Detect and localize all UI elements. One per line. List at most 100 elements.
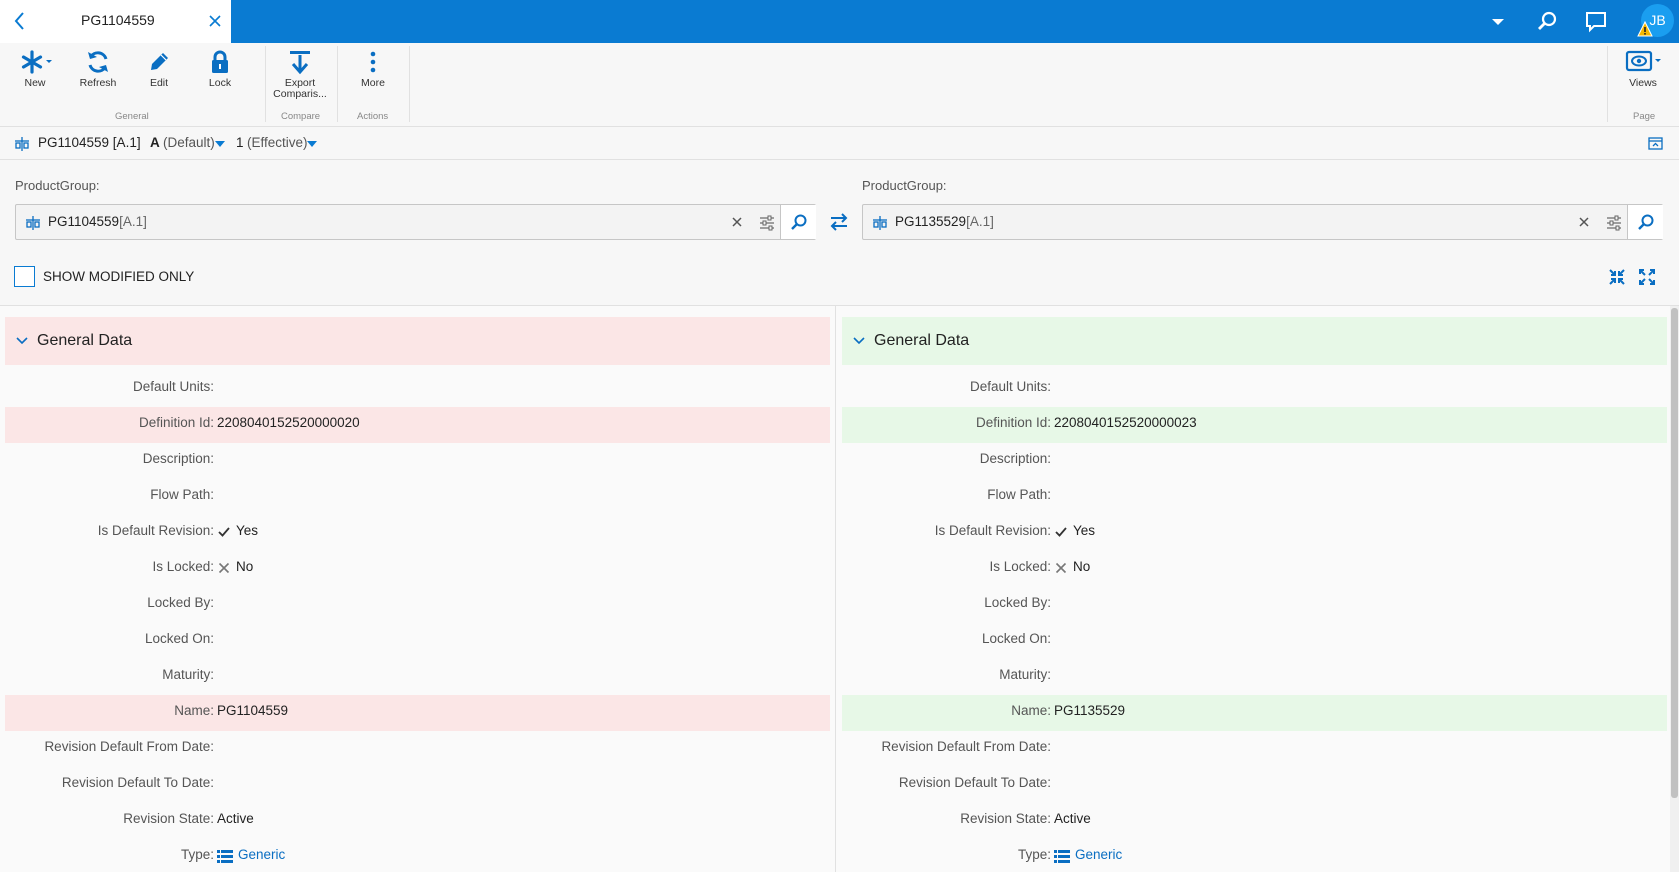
collapse-all-icon[interactable] xyxy=(1608,268,1626,286)
clear-icon[interactable] xyxy=(730,215,744,229)
list-type-icon xyxy=(1054,850,1070,863)
chevron-down-icon xyxy=(853,337,865,345)
ribbon-separator xyxy=(337,46,338,122)
left-product-group-picker[interactable]: PG1104559[A.1] xyxy=(15,204,816,240)
right-picker-value: PG1135529[A.1] xyxy=(895,214,994,229)
field-row-name: Name: PG1135529 xyxy=(842,695,1667,731)
field-row-definition-id: Definition Id: 2208040152520000023 xyxy=(842,407,1667,443)
type-link[interactable]: Generic xyxy=(1075,847,1123,862)
revision-dropdown-caret-icon[interactable] xyxy=(215,141,225,147)
scrollbar-thumb[interactable] xyxy=(1671,308,1678,798)
refresh-button[interactable]: Refresh xyxy=(68,47,128,107)
document-tab[interactable]: PG1104559 xyxy=(0,0,231,43)
column-divider xyxy=(835,306,836,872)
field-row-revision-default-from-date: Revision Default From Date: xyxy=(44,739,214,754)
revision-state-value: Active xyxy=(217,811,254,826)
search-icon xyxy=(791,214,807,230)
field-row-is-default-revision: Is Default Revision: Yes xyxy=(97,523,259,538)
ribbon-separator xyxy=(265,46,266,122)
field-row-locked-on: Locked On: xyxy=(981,631,1051,646)
chevron-down-icon xyxy=(16,337,28,345)
more-vertical-icon xyxy=(370,51,376,73)
iteration-label[interactable]: (Effective) xyxy=(247,135,308,150)
name-value: PG1104559 xyxy=(217,703,289,718)
ribbon-separator xyxy=(409,46,410,122)
chat-icon[interactable] xyxy=(1582,8,1610,36)
warning-icon xyxy=(1637,21,1653,37)
field-row-description: Description: xyxy=(142,451,214,466)
show-modified-only-label[interactable]: SHOW MODIFIED ONLY xyxy=(43,269,195,284)
product-group-icon xyxy=(15,137,29,151)
comparison-panel: General Data Default Units: Definition I… xyxy=(0,305,1679,872)
left-picker-value: PG1104559[A.1] xyxy=(48,214,147,229)
show-modified-only-checkbox[interactable] xyxy=(14,266,35,287)
revision-label[interactable]: (Default) xyxy=(163,135,215,150)
search-icon xyxy=(1638,214,1654,230)
definition-id-value: 2208040152520000020 xyxy=(217,415,360,430)
left-product-group-label: ProductGroup: xyxy=(15,178,100,193)
revision-letter[interactable]: A xyxy=(150,135,160,150)
field-row-revision-state: Revision State: Active xyxy=(123,811,254,826)
refresh-icon xyxy=(88,51,108,73)
field-row-name: Name: PG1104559 xyxy=(5,695,830,731)
swap-arrows-icon[interactable] xyxy=(828,211,850,233)
checkmark-icon xyxy=(218,527,230,537)
export-comparison-button[interactable]: Export Comparis... xyxy=(270,47,330,107)
is-locked-value: No xyxy=(1073,559,1091,574)
field-row-revision-state: Revision State: Active xyxy=(960,811,1091,826)
views-button[interactable]: Views xyxy=(1613,47,1673,107)
right-comparison-column: General Data Default Units: Definition I… xyxy=(842,317,1667,872)
clear-icon[interactable] xyxy=(1577,215,1591,229)
list-type-icon xyxy=(217,850,233,863)
name-value: PG1135529 xyxy=(1054,703,1126,718)
field-row-is-locked: Is Locked: No xyxy=(152,559,254,574)
vertical-scrollbar[interactable] xyxy=(1670,306,1679,872)
new-button[interactable]: New xyxy=(5,47,65,107)
revision-state-value: Active xyxy=(1054,811,1091,826)
field-row-flow-path: Flow Path: xyxy=(987,487,1051,502)
eye-views-icon xyxy=(1625,50,1661,72)
filter-options-icon[interactable] xyxy=(758,214,776,232)
properties-panel-icon[interactable] xyxy=(1648,136,1663,151)
field-row-revision-default-to-date: Revision Default To Date: xyxy=(898,775,1051,790)
expand-all-icon[interactable] xyxy=(1638,268,1656,286)
type-link[interactable]: Generic xyxy=(238,847,286,862)
checkmark-icon xyxy=(1055,527,1067,537)
right-product-group-picker[interactable]: PG1135529[A.1] xyxy=(862,204,1663,240)
field-row-maturity: Maturity: xyxy=(999,667,1051,682)
field-row-maturity: Maturity: xyxy=(162,667,214,682)
filter-options-icon[interactable] xyxy=(1605,214,1623,232)
breadcrumb: PG1104559 [A.1] A (Default) 1 (Effective… xyxy=(0,128,1679,160)
right-picker-search-button[interactable] xyxy=(1627,205,1663,239)
back-arrow-icon[interactable] xyxy=(10,10,30,32)
left-picker-search-button[interactable] xyxy=(780,205,816,239)
iteration-dropdown-caret-icon[interactable] xyxy=(307,141,317,147)
edit-button[interactable]: Edit xyxy=(129,47,189,107)
field-row-revision-default-from-date: Revision Default From Date: xyxy=(881,739,1051,754)
is-default-revision-value: Yes xyxy=(1073,523,1096,538)
product-group-icon xyxy=(26,216,40,230)
export-download-icon xyxy=(290,51,310,75)
search-icon[interactable] xyxy=(1533,8,1561,36)
field-row-locked-by: Locked By: xyxy=(984,595,1051,610)
right-product-group-label: ProductGroup: xyxy=(862,178,947,193)
cross-icon xyxy=(218,562,230,574)
definition-id-value: 2208040152520000023 xyxy=(1054,415,1197,430)
field-row-is-default-revision: Is Default Revision: Yes xyxy=(934,523,1096,538)
top-bar: PG1104559 JB xyxy=(0,0,1679,43)
dropdown-caret-icon[interactable] xyxy=(1484,8,1512,36)
group-label-actions: Actions xyxy=(357,111,389,122)
more-button[interactable]: More xyxy=(343,47,403,107)
field-row-locked-on: Locked On: xyxy=(144,631,214,646)
field-row-description: Description: xyxy=(979,451,1051,466)
left-comparison-column: General Data Default Units: Definition I… xyxy=(5,317,830,872)
field-row-revision-default-to-date: Revision Default To Date: xyxy=(61,775,214,790)
lock-icon xyxy=(212,50,228,73)
lock-button[interactable]: Lock xyxy=(190,47,250,107)
field-row-default-units: Default Units: xyxy=(132,379,214,394)
close-tab-icon[interactable] xyxy=(205,11,225,31)
general-data-section-header[interactable]: General Data xyxy=(842,317,1667,365)
field-row-type: Type: Generic xyxy=(5,839,830,872)
iteration-number[interactable]: 1 xyxy=(236,135,244,150)
general-data-section-header[interactable]: General Data xyxy=(5,317,830,365)
